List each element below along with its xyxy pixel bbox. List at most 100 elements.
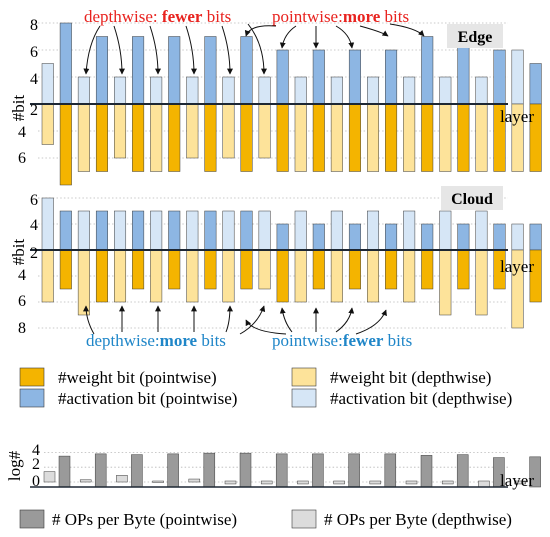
bar-weight-pointwise — [59, 103, 72, 186]
edge-ytick-neg-6: 6 — [18, 150, 26, 167]
legend-bits: #weight bit (pointwise) #weight bit (dep… — [19, 367, 512, 408]
bar-weight-pointwise — [168, 103, 181, 172]
bar-activation-depthwise — [475, 210, 488, 251]
bar-weight-depthwise — [403, 103, 416, 172]
bar-ops-depthwise — [369, 480, 382, 485]
bar-weight-depthwise — [150, 249, 163, 303]
bar-weight-pointwise — [457, 249, 470, 290]
bar-weight-depthwise — [330, 103, 343, 172]
bar-activation-depthwise — [511, 223, 524, 251]
ops-bars — [43, 452, 541, 488]
bar-activation-depthwise — [439, 76, 452, 105]
ops-y-axis-label: log# — [5, 450, 24, 481]
bar-weight-pointwise — [529, 249, 542, 303]
bar-ops-depthwise — [152, 480, 164, 483]
ops-ytick-0: 0 — [32, 473, 40, 490]
bar-ops-depthwise — [441, 480, 454, 485]
bar-ops-pointwise — [384, 453, 397, 488]
edge-y-axis-label: #bit — [9, 95, 28, 122]
bar-activation-pointwise — [348, 223, 361, 251]
legend-ops: # OPs per Byte (pointwise) # OPs per Byt… — [19, 509, 512, 529]
bar-ops-pointwise — [529, 456, 541, 488]
bar-ops-depthwise — [333, 480, 345, 485]
edge-ytick-2: 2 — [30, 102, 38, 119]
legend-swatch-weight-depthwise — [291, 367, 317, 387]
bar-weight-depthwise — [511, 249, 524, 329]
bar-activation-pointwise — [95, 210, 108, 251]
legend-swatch-activation-pointwise — [19, 388, 45, 408]
bar-weight-pointwise — [59, 249, 72, 290]
bar-weight-pointwise — [529, 103, 542, 172]
bar-activation-depthwise — [439, 210, 452, 251]
bar-ops-depthwise — [188, 478, 201, 483]
bar-weight-depthwise — [367, 103, 380, 172]
ops-panel: log# layer 0 2 4 — [5, 442, 541, 490]
legend-swatch-weight-pointwise — [19, 367, 45, 387]
bar-weight-pointwise — [95, 249, 108, 303]
bar-weight-depthwise — [294, 103, 307, 172]
bar-weight-depthwise — [222, 103, 235, 159]
bar-activation-depthwise — [186, 76, 199, 105]
arrow — [149, 25, 161, 75]
edge-tag-box — [447, 24, 503, 48]
bar-weight-pointwise — [457, 103, 470, 172]
cloud-bars — [41, 197, 542, 329]
arrow — [244, 25, 277, 37]
edge-panel: #bit layer Edge 2 4 6 8 4 6 depthwise: f… — [9, 7, 542, 186]
bar-activation-pointwise — [529, 63, 542, 105]
bar-weight-pointwise — [204, 103, 217, 172]
legend-swatch-ops-pointwise — [19, 509, 45, 529]
arrow — [245, 319, 287, 335]
bar-activation-depthwise — [511, 49, 524, 105]
bar-weight-depthwise — [294, 249, 307, 303]
bar-activation-depthwise — [367, 210, 380, 251]
edge-bars — [41, 22, 542, 186]
cloud-ytick-4: 4 — [30, 217, 38, 234]
bar-activation-depthwise — [403, 76, 416, 105]
legend-swatch-activation-depthwise — [291, 388, 317, 408]
bar-weight-pointwise — [276, 249, 289, 303]
bar-ops-pointwise — [131, 454, 143, 488]
bar-activation-depthwise — [294, 210, 307, 251]
bar-weight-pointwise — [204, 249, 217, 290]
bar-activation-depthwise — [150, 76, 163, 105]
bar-activation-depthwise — [114, 210, 127, 251]
legend-swatch-ops-depthwise — [291, 509, 317, 529]
bar-activation-depthwise — [222, 210, 235, 251]
bar-ops-pointwise — [94, 453, 107, 488]
bar-activation-depthwise — [367, 76, 380, 105]
bar-weight-pointwise — [385, 103, 398, 172]
bar-weight-depthwise — [150, 103, 163, 172]
bar-weight-depthwise — [439, 249, 452, 316]
bar-activation-depthwise — [186, 210, 199, 251]
arrow — [185, 25, 197, 75]
bar-activation-pointwise — [95, 36, 108, 105]
arrow — [355, 309, 387, 335]
bar-activation-pointwise — [132, 36, 145, 105]
bar-ops-pointwise — [456, 454, 469, 488]
bar-ops-pointwise — [203, 452, 216, 488]
cloud-depthwise-annotation: depthwise:more bits — [86, 331, 226, 350]
bar-ops-depthwise — [224, 480, 237, 485]
bar-weight-pointwise — [312, 249, 325, 290]
cloud-ytick-neg-4: 4 — [18, 267, 26, 284]
arrow — [83, 305, 95, 335]
bar-weight-depthwise — [475, 249, 488, 316]
bar-activation-depthwise — [77, 76, 90, 105]
bar-activation-pointwise — [348, 49, 361, 105]
bar-ops-depthwise — [478, 480, 490, 488]
legend-weight-depthwise: #weight bit (depthwise) — [330, 368, 491, 387]
bar-activation-pointwise — [421, 36, 434, 105]
bar-activation-pointwise — [312, 49, 325, 105]
bar-activation-pointwise — [385, 49, 398, 105]
bar-weight-depthwise — [186, 103, 199, 159]
edge-tag: Edge — [458, 29, 493, 46]
bar-weight-depthwise — [114, 249, 127, 303]
bar-activation-depthwise — [41, 197, 54, 251]
bar-activation-depthwise — [403, 210, 416, 251]
bar-weight-depthwise — [258, 249, 271, 290]
cloud-ytick-2: 2 — [30, 245, 38, 262]
bar-activation-depthwise — [330, 210, 343, 251]
cloud-ytick-neg-8: 8 — [18, 320, 26, 337]
cloud-gridlines — [38, 197, 508, 329]
